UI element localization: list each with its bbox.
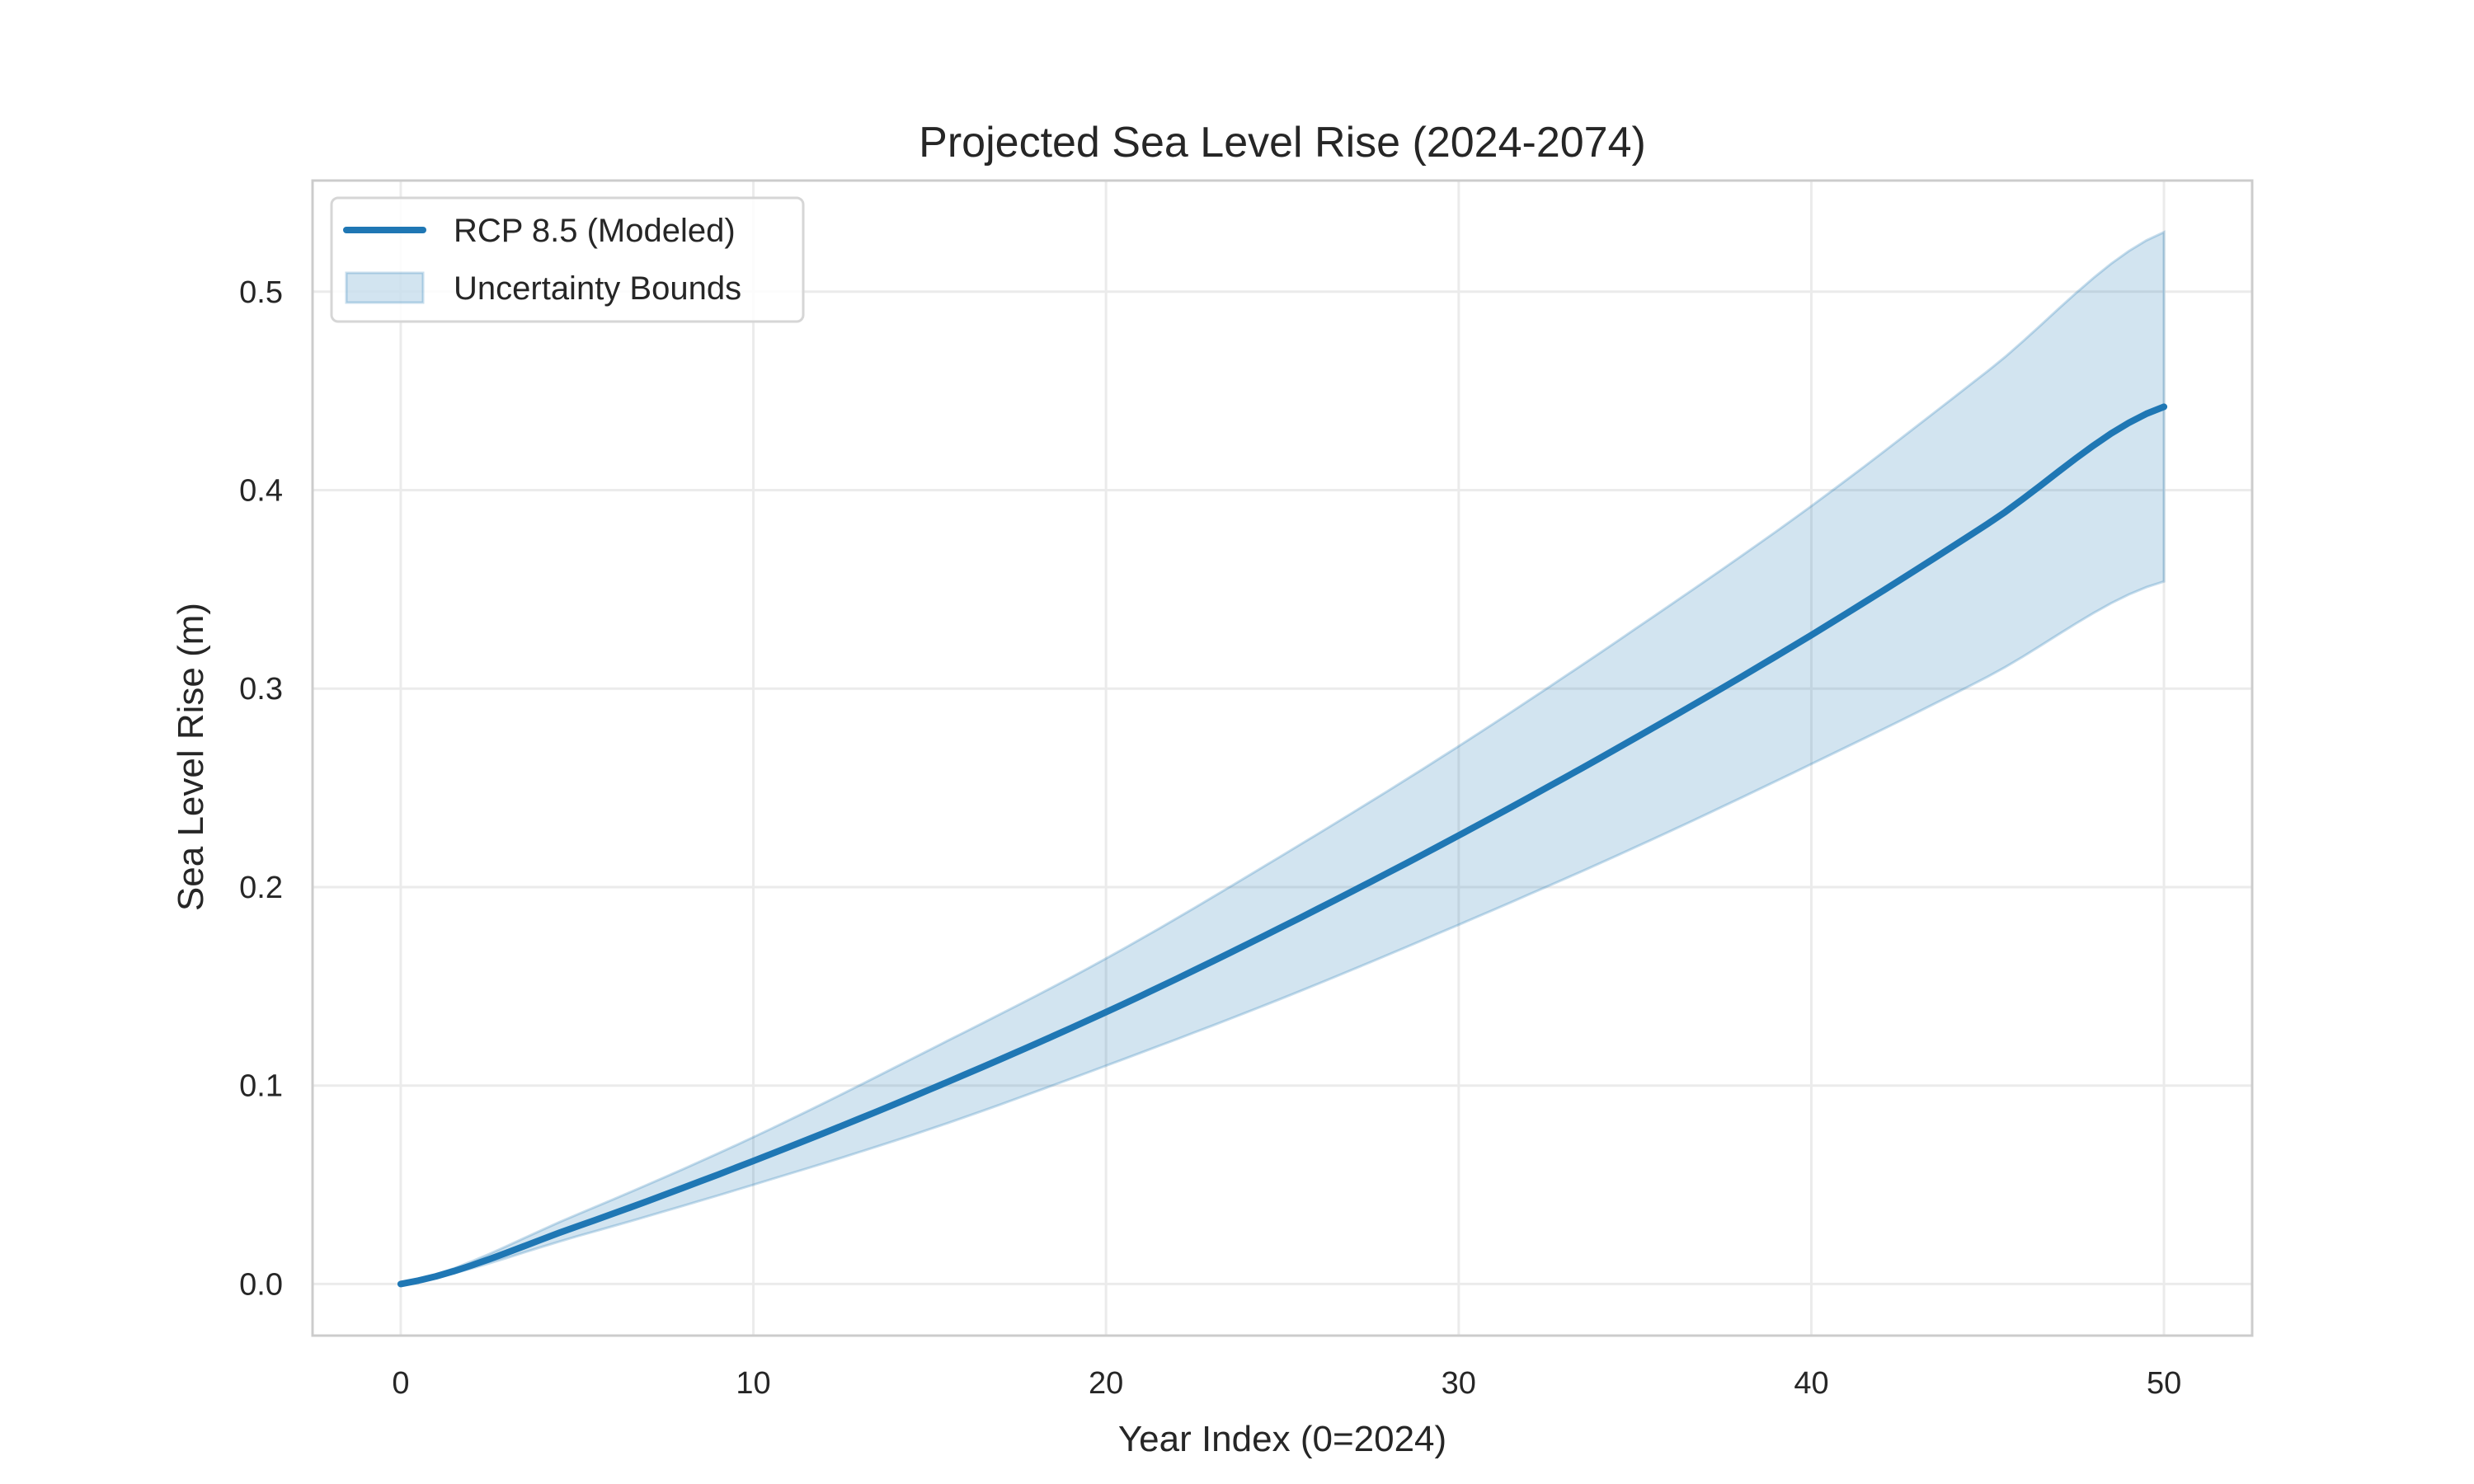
x-tick-label: 20 — [1089, 1366, 1123, 1401]
chart-title: Projected Sea Level Rise (2024-2074) — [919, 119, 1646, 167]
x-tick-label: 30 — [1442, 1366, 1476, 1401]
series-line-rcp85 — [397, 403, 2168, 1288]
y-tick-label: 0.4 — [239, 474, 283, 509]
y-axis-label: Sea Level Rise (m) — [171, 603, 211, 911]
uncertainty-band-layer — [400, 230, 2166, 1285]
x-tick-label: 50 — [2147, 1366, 2181, 1401]
x-ticks: 0 10 20 30 40 50 — [392, 1366, 2181, 1401]
y-tick-label: 0.3 — [239, 672, 283, 707]
legend-label-band: Uncertainty Bounds — [454, 270, 741, 307]
plot-frame — [311, 179, 2254, 1337]
y-tick-label: 0.1 — [239, 1069, 283, 1104]
legend-frame — [330, 196, 805, 323]
x-tick-label: 10 — [736, 1366, 770, 1401]
y-tick-label: 0.0 — [239, 1267, 283, 1302]
x-tick-label: 0 — [392, 1366, 409, 1401]
legend-label-line: RCP 8.5 (Modeled) — [454, 213, 736, 249]
y-ticks: 0.0 0.1 0.2 0.3 0.4 0.5 — [239, 275, 283, 1303]
y-tick-label: 0.2 — [239, 871, 283, 905]
grid — [313, 181, 2252, 1336]
uncertainty-band — [400, 230, 2166, 1285]
legend: RCP 8.5 (Modeled) Uncertainty Bounds — [330, 196, 805, 323]
x-axis-label: Year Index (0=2024) — [1118, 1419, 1446, 1459]
x-tick-label: 40 — [1794, 1366, 1828, 1401]
y-tick-label: 0.5 — [239, 275, 283, 310]
legend-band-swatch — [345, 271, 425, 304]
series-line-layer — [397, 403, 2168, 1288]
